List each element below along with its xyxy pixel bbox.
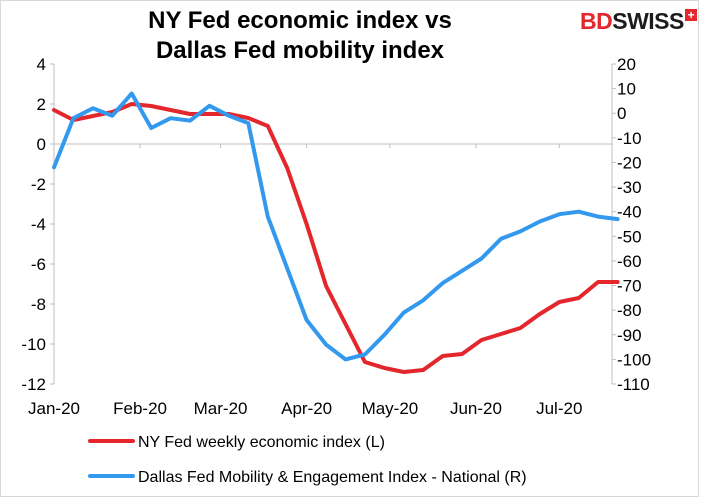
x-tick-label: Mar-20 <box>194 399 248 418</box>
legend-label-1: NY Fed weekly economic index (L) <box>138 434 385 451</box>
right-tick-label: 10 <box>617 80 636 99</box>
legend-label-2: Dallas Fed Mobility & Engagement Index -… <box>138 469 527 486</box>
right-tick-label: 0 <box>617 104 626 123</box>
right-tick-label: -30 <box>617 178 642 197</box>
legend: NY Fed weekly economic index (L) Dallas F… <box>88 434 527 486</box>
right-tick-label: -20 <box>617 153 642 172</box>
left-tick-label: -12 <box>21 375 46 394</box>
right-tick-label: -10 <box>617 129 642 148</box>
right-tick-label: -80 <box>617 301 642 320</box>
left-tick-label: 2 <box>37 95 46 114</box>
right-tick-label: -100 <box>617 350 651 369</box>
x-tick-label: Jul-20 <box>536 399 582 418</box>
x-tick-label: Apr-20 <box>281 399 332 418</box>
right-tick-label: -70 <box>617 277 642 296</box>
x-tick-label: Feb-20 <box>113 399 167 418</box>
series-line-2 <box>52 91 620 362</box>
x-axis: Jan-20 Feb-20 Mar-20 Apr-20 May-20 Jun-20 Jul-… <box>28 143 612 418</box>
brand-logo-plus-icon: + <box>684 9 697 21</box>
left-tick-label: -6 <box>31 255 46 274</box>
chart-title-line-2: Dallas Fed mobility index <box>155 37 445 64</box>
brand-logo: BDSWISS + <box>580 8 697 35</box>
right-tick-label: -40 <box>617 203 642 222</box>
right-tick-label: -60 <box>617 252 642 271</box>
x-tick-label: Jan-20 <box>28 399 80 418</box>
left-tick-label: -4 <box>31 215 46 234</box>
brand-logo-swiss: SWISS <box>612 8 684 34</box>
left-tick-label: -8 <box>31 295 46 314</box>
left-tick-label: -2 <box>31 175 46 194</box>
right-tick-label: -50 <box>617 227 642 246</box>
brand-logo-bd: BD <box>580 8 613 34</box>
x-tick-label: Jun-20 <box>450 399 502 418</box>
x-tick-label: May-20 <box>362 399 419 418</box>
right-tick-label: 20 <box>617 55 636 74</box>
chart-title-line-1: NY Fed economic index vs <box>148 7 452 34</box>
series-line-1 <box>52 102 620 374</box>
left-tick-label: -10 <box>21 335 46 354</box>
left-y-axis: -12 -10 -8 -6 -4 -2 0 2 4 <box>21 55 55 394</box>
series-layer <box>52 91 620 374</box>
right-tick-label: -90 <box>617 326 642 345</box>
left-tick-label: 4 <box>37 55 46 74</box>
left-tick-label: 0 <box>37 135 46 154</box>
right-tick-label: -110 <box>617 375 650 394</box>
